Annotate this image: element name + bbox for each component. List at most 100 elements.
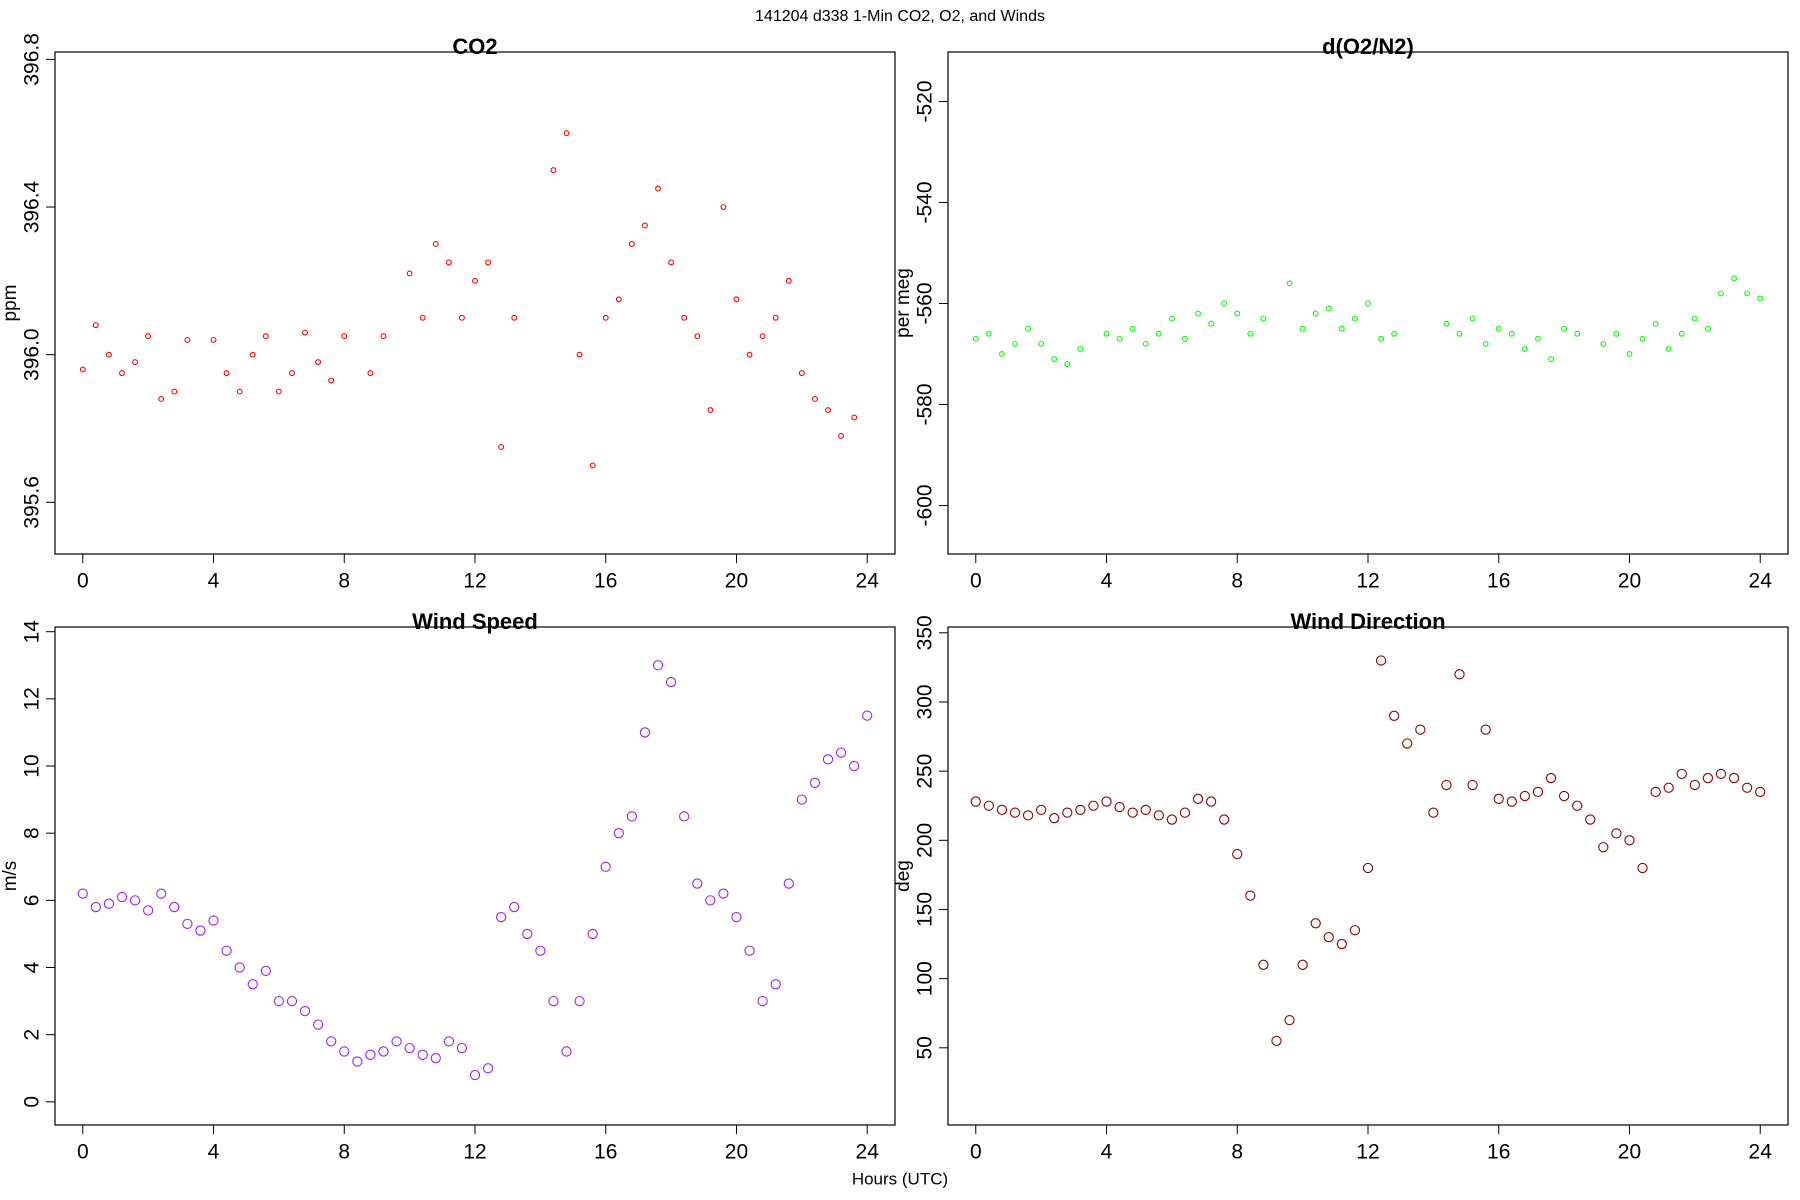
data-point <box>380 333 387 340</box>
data-point <box>1362 862 1374 874</box>
data-point <box>341 333 348 340</box>
data-point <box>1325 305 1332 312</box>
data-point <box>996 804 1008 816</box>
x-tick-label: 16 <box>1487 570 1510 593</box>
data-point <box>1012 340 1018 347</box>
data-point <box>406 270 413 277</box>
data-point <box>158 396 165 402</box>
data-point <box>970 796 981 807</box>
data-point <box>1153 810 1164 821</box>
data-point <box>1718 290 1724 297</box>
data-point <box>809 777 821 788</box>
data-point <box>757 995 768 1007</box>
data-point <box>275 388 282 395</box>
data-point <box>312 1019 324 1030</box>
data-point <box>600 861 611 872</box>
x-tick-label: 12 <box>463 1141 486 1164</box>
y-tick-label: 0 <box>21 1096 44 1108</box>
data-point <box>1349 925 1361 936</box>
x-tick-label: 12 <box>1356 570 1379 593</box>
data-point <box>639 727 651 738</box>
x-tick-label: 0 <box>970 570 982 593</box>
data-point <box>1114 801 1125 813</box>
data-point <box>1179 807 1191 818</box>
data-point <box>563 130 570 137</box>
data-point <box>1258 959 1269 970</box>
data-point <box>184 336 191 343</box>
y-axis-label: m/s <box>0 861 21 892</box>
data-point <box>1140 804 1151 816</box>
data-point <box>1378 335 1385 342</box>
data-point <box>249 351 256 358</box>
data-point <box>628 240 635 247</box>
data-point <box>1613 330 1620 337</box>
data-point <box>655 185 661 192</box>
data-point <box>286 995 298 1007</box>
data-point <box>772 314 779 321</box>
x-tick-label: 20 <box>1618 1141 1641 1164</box>
data-point <box>509 901 520 913</box>
data-point <box>1375 655 1387 666</box>
y-tick-label: 250 <box>914 754 937 789</box>
data-point <box>132 359 139 366</box>
data-point <box>169 901 180 913</box>
x-tick-label: 8 <box>1231 1141 1243 1164</box>
data-point <box>1480 724 1491 735</box>
x-tick-label: 24 <box>1749 570 1773 593</box>
data-point <box>642 222 648 229</box>
data-point <box>694 333 701 340</box>
data-point <box>445 259 452 266</box>
data-point <box>458 314 465 321</box>
data-point <box>1129 325 1136 332</box>
data-point <box>328 377 335 384</box>
data-point <box>720 204 727 210</box>
y-tick-label: 2 <box>21 1029 44 1041</box>
data-point <box>1676 768 1687 780</box>
data-point <box>1142 340 1149 347</box>
data-point <box>105 351 112 358</box>
data-point <box>1495 325 1502 332</box>
x-tick-label: 0 <box>970 1141 982 1164</box>
y-tick-label: 150 <box>914 892 937 927</box>
y-tick-label: 6 <box>21 895 44 907</box>
data-point <box>862 710 873 721</box>
data-point <box>1467 779 1478 791</box>
data-point <box>145 333 152 340</box>
y-tick-label: -540 <box>914 181 937 223</box>
x-tick-label: 8 <box>1231 570 1243 593</box>
data-point <box>665 676 677 688</box>
data-point <box>851 414 858 421</box>
data-point <box>1731 275 1738 282</box>
data-point <box>1508 330 1515 337</box>
data-point <box>273 995 285 1007</box>
data-point <box>116 891 128 903</box>
data-point <box>1521 346 1528 352</box>
data-point <box>119 370 125 377</box>
data-point <box>718 888 729 899</box>
data-point <box>1598 842 1609 853</box>
data-point <box>548 995 559 1007</box>
x-tick-label: 20 <box>725 570 748 593</box>
y-axis-label: ppm <box>0 285 21 322</box>
data-point <box>1088 800 1099 811</box>
data-point <box>182 918 193 930</box>
data-point <box>365 1049 376 1060</box>
data-point <box>733 296 740 303</box>
data-point <box>129 895 141 906</box>
y-tick-label: 396.8 <box>21 33 44 86</box>
data-point <box>1310 918 1321 929</box>
data-point <box>367 370 374 377</box>
data-point <box>1678 330 1685 337</box>
data-point <box>613 828 624 839</box>
data-point <box>770 979 781 990</box>
data-point <box>1663 782 1674 793</box>
data-point <box>1247 330 1254 337</box>
data-point <box>391 1036 402 1047</box>
data-point <box>1650 786 1661 798</box>
data-point <box>1624 835 1635 846</box>
data-point <box>1704 325 1711 332</box>
data-point <box>430 1053 441 1064</box>
data-point <box>1245 890 1256 901</box>
data-point <box>1182 335 1188 342</box>
data-point <box>1166 814 1178 825</box>
